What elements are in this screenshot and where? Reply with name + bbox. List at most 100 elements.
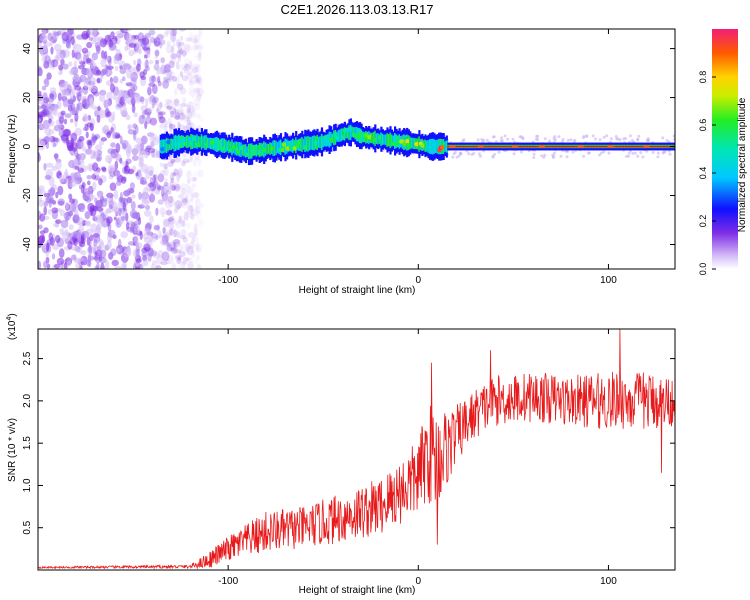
ridge-inner bbox=[352, 127, 356, 138]
noise-blob bbox=[69, 198, 76, 204]
ridge-peak bbox=[231, 144, 237, 150]
noise-blob bbox=[157, 111, 164, 120]
ridge-inner bbox=[243, 144, 246, 157]
fuzz-dot bbox=[637, 134, 641, 138]
noise-blob bbox=[129, 182, 135, 190]
noise-blob bbox=[155, 59, 160, 65]
noise-blob bbox=[185, 182, 190, 188]
noise-blob bbox=[62, 63, 69, 70]
noise-blob bbox=[119, 78, 124, 84]
noise-blob bbox=[138, 217, 142, 225]
noise-blob bbox=[193, 226, 197, 233]
noise-blob bbox=[143, 243, 151, 252]
y-tick-label: 40 bbox=[22, 43, 33, 55]
noise-blob bbox=[184, 44, 192, 54]
noise-blob bbox=[149, 136, 157, 142]
noise-blob bbox=[191, 65, 197, 71]
noise-blob bbox=[190, 209, 199, 217]
noise-blob bbox=[197, 218, 205, 224]
noise-blob bbox=[189, 205, 194, 212]
ridge-peak bbox=[303, 145, 309, 150]
noise-blob bbox=[159, 42, 163, 49]
noise-blob bbox=[163, 197, 168, 205]
ridge-inner bbox=[444, 141, 447, 152]
noise-blob bbox=[165, 63, 170, 70]
fuzz-dot bbox=[566, 138, 570, 142]
noise-blob bbox=[177, 121, 181, 130]
noise-blob bbox=[177, 110, 181, 115]
noise-blob bbox=[144, 168, 149, 175]
fuzz-dot bbox=[543, 137, 547, 141]
noise-blob bbox=[170, 56, 177, 64]
noise-blob bbox=[71, 49, 75, 59]
noise-blob bbox=[78, 95, 86, 101]
noise-blob bbox=[55, 160, 62, 170]
noise-blob bbox=[141, 251, 149, 257]
noise-blob bbox=[187, 198, 192, 203]
spectrogram-frame bbox=[37, 28, 676, 270]
noise-blob bbox=[59, 228, 65, 236]
noise-blob bbox=[192, 87, 201, 94]
ridge-peak bbox=[329, 137, 335, 142]
noise-blob bbox=[95, 144, 103, 151]
noise-blob bbox=[154, 49, 160, 57]
noise-blob bbox=[182, 236, 188, 243]
fuzz-dot bbox=[479, 154, 482, 158]
noise-blob bbox=[78, 184, 83, 190]
noise-blob bbox=[67, 29, 73, 34]
noise-blob bbox=[61, 31, 69, 42]
noise-blob bbox=[119, 67, 127, 75]
noise-blob bbox=[166, 40, 171, 47]
noise-blob bbox=[179, 112, 186, 120]
noise-blob bbox=[68, 69, 77, 76]
ridge-inner bbox=[302, 138, 305, 150]
noise-blob bbox=[188, 76, 194, 82]
ridge-inner bbox=[228, 140, 231, 154]
noise-blob bbox=[106, 111, 112, 117]
fuzz-dot bbox=[667, 140, 671, 144]
noise-blob bbox=[162, 234, 169, 245]
noise-blob bbox=[39, 195, 42, 203]
noise-blob bbox=[174, 254, 180, 261]
noise-blob bbox=[168, 241, 176, 251]
snr-scale-factor: (x104) bbox=[6, 313, 18, 340]
noise-blob bbox=[149, 250, 158, 257]
noise-blob bbox=[190, 109, 197, 118]
noise-blob bbox=[57, 198, 65, 207]
noise-blob bbox=[165, 209, 173, 216]
noise-blob bbox=[179, 244, 183, 253]
noise-blob bbox=[98, 178, 103, 186]
ridge-peak bbox=[280, 147, 286, 153]
noise-blob bbox=[177, 43, 182, 53]
fuzz-dot bbox=[663, 150, 667, 153]
noise-blob bbox=[163, 181, 169, 187]
ridge-peak bbox=[285, 146, 290, 151]
noise-blob bbox=[163, 163, 168, 170]
ridge-peak bbox=[189, 140, 195, 146]
noise-blob bbox=[111, 111, 116, 121]
noise-blob bbox=[126, 187, 132, 196]
noise-blob bbox=[158, 234, 163, 239]
noise-blob bbox=[194, 34, 199, 44]
noise-blob bbox=[181, 113, 189, 124]
noise-blob bbox=[173, 100, 180, 106]
ridge-max-mark bbox=[449, 144, 456, 149]
noise-blob bbox=[55, 234, 61, 244]
noise-blob bbox=[149, 117, 158, 126]
ridge-peak bbox=[251, 144, 257, 150]
noise-blob bbox=[177, 83, 184, 91]
noise-blob bbox=[114, 160, 119, 171]
ridge-inner bbox=[171, 138, 175, 149]
noise-blob bbox=[89, 96, 94, 106]
ridge-inner bbox=[196, 134, 199, 149]
ridge-peak bbox=[239, 145, 245, 151]
noise-blob bbox=[147, 132, 155, 138]
noise-blob bbox=[44, 77, 50, 88]
fuzz-dot bbox=[551, 156, 555, 159]
noise-blob bbox=[114, 65, 119, 72]
ridge-inner bbox=[383, 134, 386, 145]
fuzz-dot bbox=[582, 154, 586, 158]
noise-blob bbox=[192, 34, 201, 43]
spectrogram-x-ticks: -100 0 100 bbox=[218, 29, 617, 286]
fuzz-dot bbox=[586, 151, 590, 155]
